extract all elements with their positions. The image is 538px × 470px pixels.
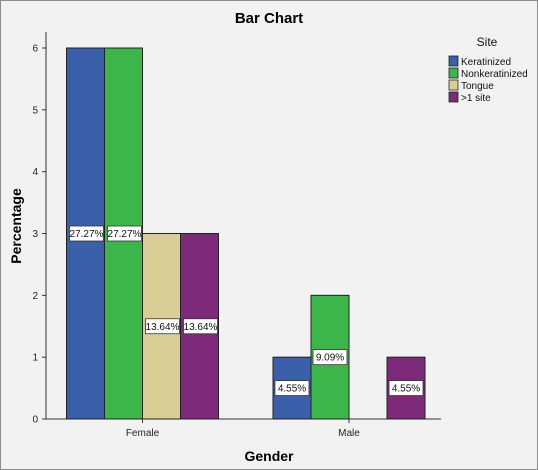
data-label-box — [107, 225, 142, 242]
legend-swatch — [448, 79, 459, 91]
data-label: 13.64% — [146, 322, 180, 333]
legend-label: Nonkeratinized — [461, 69, 528, 80]
x-tick-label: Female — [126, 428, 160, 439]
data-label-box — [388, 380, 424, 396]
data-label: 13.64% — [184, 322, 218, 333]
y-tick-label: 4 — [32, 167, 38, 178]
y-tick-label: 2 — [32, 291, 38, 302]
legend-swatch — [448, 91, 459, 103]
y-tick-label: 1 — [32, 353, 38, 364]
legend-label: Keratinized — [461, 57, 511, 68]
data-label: 4.55% — [392, 384, 420, 395]
legend-swatch — [448, 55, 459, 67]
legend-label: >1 site — [461, 93, 491, 104]
legend-label: Tongue — [461, 81, 494, 92]
data-label: 27.27% — [108, 229, 142, 240]
y-tick-label: 3 — [32, 229, 38, 240]
data-label-box — [274, 380, 310, 396]
data-label-box — [69, 225, 104, 242]
data-label: 4.55% — [278, 384, 306, 395]
chart-title: Bar Chart — [235, 10, 303, 27]
legend-swatch — [448, 67, 459, 79]
y-tick-label: 5 — [32, 105, 38, 116]
data-label: 9.09% — [316, 353, 344, 364]
y-axis-title: Percentage — [8, 188, 24, 264]
data-label: 27.27% — [70, 229, 104, 240]
data-label-box — [312, 349, 348, 366]
data-label-box — [183, 318, 218, 335]
y-tick-label: 0 — [32, 415, 38, 426]
x-axis-title: Gender — [244, 448, 294, 464]
legend-box — [447, 32, 532, 110]
legend-title: Site — [477, 35, 498, 49]
data-label-box — [145, 318, 180, 335]
x-tick-label: Male — [338, 428, 360, 439]
y-tick-label: 6 — [32, 44, 38, 55]
plot-area: 0 1 2 3 4 5 6 Female Male 27.27% 27.27% 13.64% 13.64… — [32, 32, 441, 439]
